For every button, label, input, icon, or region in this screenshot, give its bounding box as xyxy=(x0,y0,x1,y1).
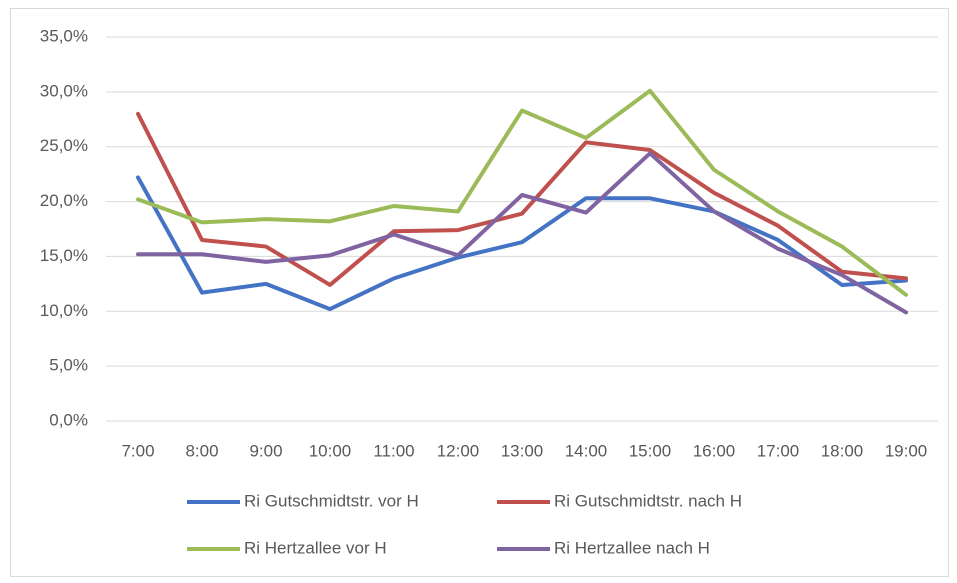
x-tick-label: 8:00 xyxy=(185,441,218,460)
series-line xyxy=(136,88,908,297)
x-tick-label: 18:00 xyxy=(821,441,864,460)
x-tick-label: 11:00 xyxy=(373,441,414,460)
x-tick-label: 16:00 xyxy=(693,441,736,460)
y-tick-label: 30,0% xyxy=(40,81,88,100)
legend-label: Ri Hertzallee vor H xyxy=(244,538,387,557)
x-tick-label: 7:00 xyxy=(121,441,154,460)
x-tick-label: 13:00 xyxy=(501,441,544,460)
y-tick-label: 0,0% xyxy=(49,410,88,429)
x-tick-label: 14:00 xyxy=(565,441,608,460)
x-tick-label: 9:00 xyxy=(249,441,282,460)
x-tick-label: 17:00 xyxy=(757,441,800,460)
x-tick-label: 19:00 xyxy=(885,441,928,460)
chart-border xyxy=(10,8,949,577)
y-tick-label: 5,0% xyxy=(49,356,88,375)
x-tick-label: 15:00 xyxy=(629,441,672,460)
y-tick-label: 25,0% xyxy=(40,136,88,155)
legend-label: Ri Hertzallee nach H xyxy=(554,538,710,557)
y-tick-label: 35,0% xyxy=(40,26,88,45)
series-line xyxy=(136,111,908,287)
legend-label: Ri Gutschmidtstr. nach H xyxy=(554,491,742,510)
series-line xyxy=(136,151,908,315)
legend-label: Ri Gutschmidtstr. vor H xyxy=(244,491,419,510)
x-tick-label: 12:00 xyxy=(437,441,480,460)
y-tick-label: 10,0% xyxy=(40,301,88,320)
y-tick-label: 20,0% xyxy=(40,191,88,210)
series-line xyxy=(136,175,908,312)
y-tick-label: 15,0% xyxy=(40,246,88,265)
x-tick-label: 10:00 xyxy=(309,441,352,460)
